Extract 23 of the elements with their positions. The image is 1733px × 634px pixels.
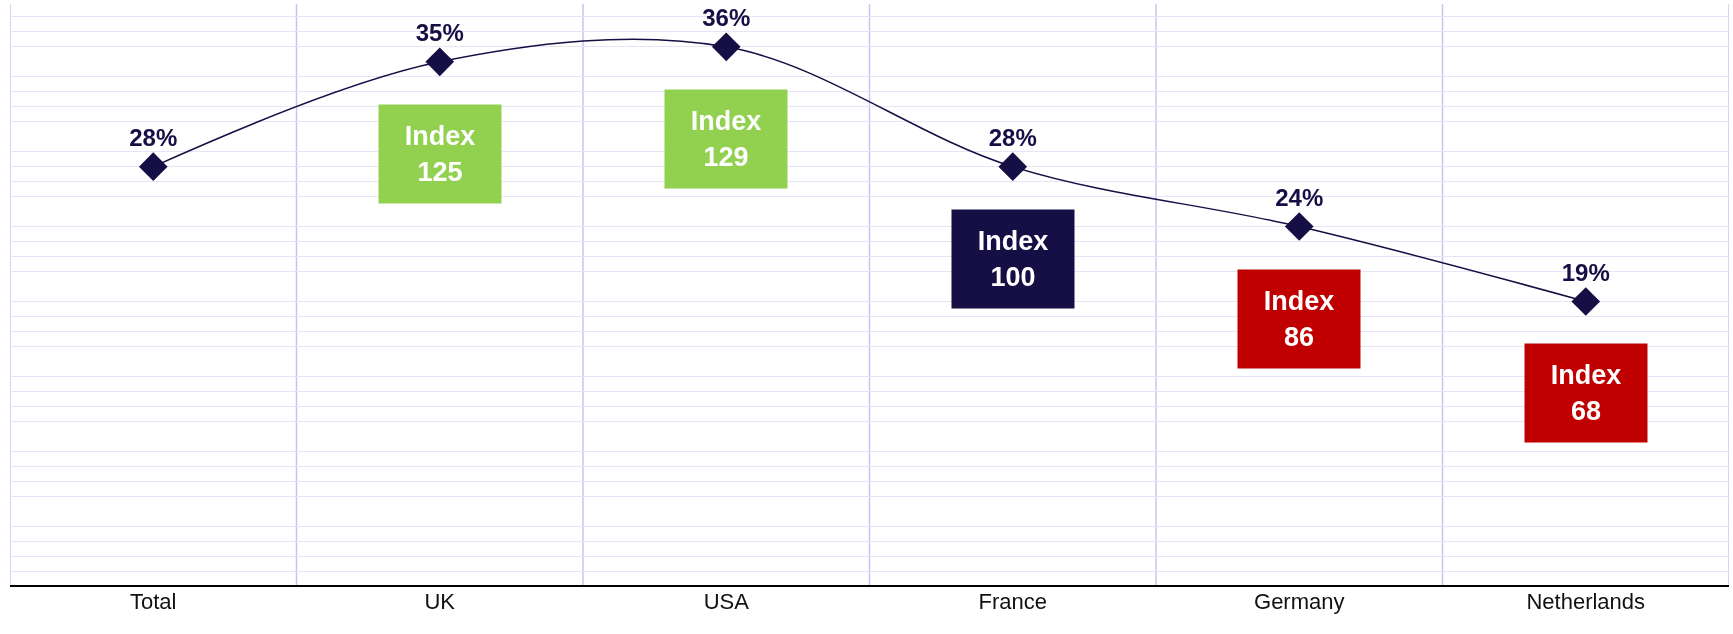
annotation: Index 86 xyxy=(1263,286,1335,352)
x-tick-label: Netherlands xyxy=(1526,589,1646,614)
data-label: 28% xyxy=(988,123,1037,151)
data-label: 35% xyxy=(415,19,464,47)
data-label: 28% xyxy=(129,123,178,151)
x-tick-label: Total xyxy=(130,589,177,614)
data-label: 24% xyxy=(1275,183,1324,211)
x-tick-label: UK xyxy=(424,589,456,614)
x-tick-label: France xyxy=(978,589,1047,614)
annotation: Index 129 xyxy=(690,106,762,172)
point xyxy=(711,32,741,62)
point xyxy=(138,152,168,181)
annotation: Index 125 xyxy=(404,121,476,187)
x-tick-label: USA xyxy=(703,589,750,614)
point xyxy=(998,152,1028,181)
point xyxy=(1571,287,1601,316)
data-label: 36% xyxy=(702,4,751,32)
point xyxy=(1284,212,1314,241)
point xyxy=(425,47,455,77)
text: Index 68 xyxy=(1550,360,1622,426)
x-tick-label: Germany xyxy=(1254,589,1345,614)
annotation: Index 100 xyxy=(977,226,1049,292)
data-label: 19% xyxy=(1561,258,1610,286)
